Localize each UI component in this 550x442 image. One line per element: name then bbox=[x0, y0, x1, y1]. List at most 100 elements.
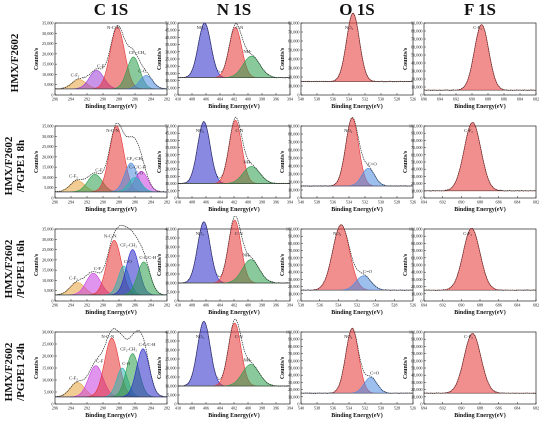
x-tick-label: 536 bbox=[330, 97, 336, 102]
y-tick-label: 0 bbox=[420, 93, 422, 98]
row-label-line: /PGPE1 16h bbox=[15, 240, 27, 299]
y-tick-label: 5,000 bbox=[167, 393, 176, 399]
y-axis-label: Counts/s bbox=[280, 253, 286, 276]
x-tick-label: 286 bbox=[132, 406, 138, 411]
x-tick-label: 534 bbox=[346, 406, 353, 411]
peak-label: C-C/C-H bbox=[139, 255, 157, 260]
y-tick-label: 10,000 bbox=[42, 278, 54, 284]
y-tick-label: 30,000 bbox=[288, 380, 300, 386]
y-axis-label: Counts/s bbox=[403, 356, 409, 379]
y-tick-label: 0 bbox=[297, 196, 299, 201]
x-axis-label: Binding Energy(eV) bbox=[454, 103, 506, 110]
peak-label: C-O bbox=[135, 170, 144, 175]
x-axis-label: Binding Energy(eV) bbox=[331, 412, 383, 419]
x-tick-label: 284 bbox=[148, 303, 155, 308]
peak-label: NO₂ bbox=[333, 231, 342, 236]
y-tick-label: 30,000 bbox=[165, 348, 177, 354]
column-title: C 1S bbox=[94, 0, 128, 19]
y-tick-label: 30,000 bbox=[42, 31, 54, 37]
y-tick-label: 100,000 bbox=[286, 227, 300, 233]
x-tick-label: 536 bbox=[317, 303, 323, 308]
x-tick-label: 526 bbox=[410, 303, 416, 308]
x-axis-label: Binding Energy(eV) bbox=[331, 206, 383, 213]
y-tick-label: 40,000 bbox=[288, 373, 300, 379]
x-tick-label: 694 bbox=[421, 200, 428, 205]
x-tick-label: 394 bbox=[287, 406, 294, 411]
peak-label: NO₂ bbox=[196, 231, 205, 236]
y-tick-label: 90,000 bbox=[411, 131, 423, 137]
x-tick-label: 696 bbox=[421, 97, 427, 102]
y-tick-label: 40,000 bbox=[411, 373, 423, 379]
y-tick-label: 25,000 bbox=[42, 41, 54, 47]
peak-label: C-N bbox=[235, 231, 244, 236]
x-tick-label: 288 bbox=[116, 200, 122, 205]
y-axis-label: Counts/s bbox=[403, 47, 409, 70]
x-tick-label: 292 bbox=[84, 303, 90, 308]
y-tick-label: 20,000 bbox=[411, 284, 423, 290]
x-tick-label: 294 bbox=[68, 200, 75, 205]
row-label-line: HMX/F2602 bbox=[3, 136, 15, 195]
y-tick-label: 35,000 bbox=[165, 42, 177, 48]
x-tick-label: 682 bbox=[533, 406, 539, 411]
y-tick-label: 100,000 bbox=[409, 227, 423, 233]
y-axis-label: Counts/s bbox=[403, 253, 409, 276]
peak-label: N-C-N bbox=[101, 334, 114, 339]
x-tick-label: 532 bbox=[354, 303, 360, 308]
y-tick-label: 30,000 bbox=[411, 380, 423, 386]
row-label: HMX/F2602 bbox=[9, 33, 21, 92]
y-tick-label: 50,000 bbox=[411, 160, 423, 166]
y-tick-label: 90,000 bbox=[288, 337, 300, 343]
x-tick-label: 404 bbox=[217, 303, 224, 308]
y-axis-label: Counts/s bbox=[157, 356, 163, 379]
y-tick-label: 30,000 bbox=[288, 172, 300, 178]
x-tick-label: 400 bbox=[245, 303, 251, 308]
y-tick-label: 35,000 bbox=[42, 21, 54, 27]
peak-label: NH- bbox=[243, 159, 252, 164]
y-tick-label: 90,000 bbox=[411, 21, 423, 27]
x-tick-label: 406 bbox=[203, 303, 209, 308]
x-tick-label: 526 bbox=[410, 97, 416, 102]
x-tick-label: 532 bbox=[362, 200, 368, 205]
y-tick-label: 60,000 bbox=[288, 148, 300, 154]
x-axis-label: Binding Energy(eV) bbox=[208, 103, 260, 110]
xps-panel: NO₂ C=O 538 536 534 532 530 528 526 0 10,00020,000… bbox=[280, 224, 416, 316]
y-tick-label: 50,000 bbox=[411, 366, 423, 372]
x-tick-label: 290 bbox=[100, 406, 106, 411]
y-tick-label: 20,000 bbox=[411, 181, 423, 187]
x-tick-label: 536 bbox=[330, 200, 336, 205]
x-tick-label: 530 bbox=[378, 406, 384, 411]
y-tick-label: 25,000 bbox=[42, 342, 54, 348]
envelope-line bbox=[423, 332, 537, 395]
x-tick-label: 410 bbox=[175, 303, 181, 308]
y-tick-label: 10,000 bbox=[411, 394, 423, 400]
peak-label: NO₂ bbox=[196, 25, 205, 30]
x-tick-label: 396 bbox=[273, 200, 279, 205]
x-axis-label: Binding Energy(eV) bbox=[85, 412, 137, 419]
x-tick-label: 400 bbox=[245, 406, 251, 411]
xps-panel: C-F₂ 694 692 690 688 686 684 682 0 10,00020,00030… bbox=[403, 227, 539, 317]
envelope-line bbox=[54, 328, 168, 398]
x-tick-label: 534 bbox=[335, 303, 342, 308]
peak-label: C-N bbox=[235, 25, 244, 30]
y-tick-label: 40,000 bbox=[411, 167, 423, 173]
x-tick-label: 296 bbox=[52, 303, 58, 308]
y-tick-label: 70,000 bbox=[288, 248, 300, 254]
y-tick-label: 20,000 bbox=[288, 284, 300, 290]
x-tick-label: 688 bbox=[485, 97, 491, 102]
y-tick-label: 15,000 bbox=[42, 366, 54, 372]
column-title: F 1S bbox=[464, 0, 496, 19]
y-tick-label: 0 bbox=[297, 402, 299, 407]
xps-panel: NO₂ C-N NH- 410 408 406 404 402 400 398 396 394 0 5,0… bbox=[157, 116, 294, 213]
x-tick-label: 394 bbox=[287, 200, 294, 205]
y-tick-label: 35,000 bbox=[42, 124, 54, 130]
y-tick-label: 90,000 bbox=[288, 124, 300, 130]
x-axis-label: Binding Energy(eV) bbox=[208, 206, 260, 213]
xps-panel: NO₂ C-N NH- 410 408 406 404 402 400 398 396 394 0 5,0… bbox=[157, 216, 294, 316]
y-axis-label: Counts/s bbox=[403, 150, 409, 173]
x-tick-label: 538 bbox=[314, 406, 320, 411]
y-tick-label: 70,000 bbox=[411, 351, 423, 357]
x-tick-label: 394 bbox=[287, 303, 294, 308]
y-tick-label: 15,000 bbox=[165, 375, 177, 381]
x-tick-label: 690 bbox=[458, 200, 464, 205]
